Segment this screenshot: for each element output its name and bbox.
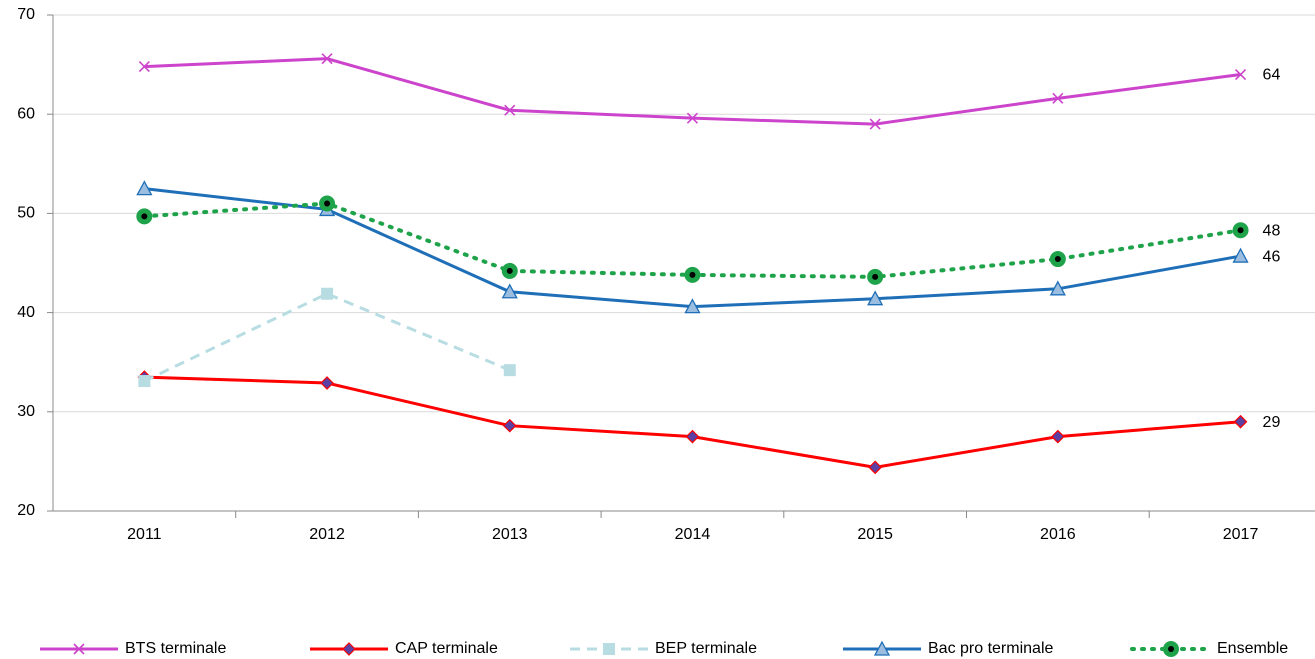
marker-dot <box>1168 646 1174 652</box>
marker <box>321 287 334 300</box>
data-label: 29 <box>1263 414 1281 431</box>
marker <box>1049 280 1066 296</box>
data-label: 48 <box>1263 222 1281 239</box>
marker <box>1049 251 1066 268</box>
marker <box>136 180 153 196</box>
series-line <box>144 375 1241 469</box>
legend-label: CAP terminale <box>395 640 498 657</box>
marker <box>873 640 891 656</box>
marker <box>869 118 881 130</box>
x-tick-label: 2015 <box>857 526 893 543</box>
marker <box>501 262 518 279</box>
series-line <box>143 292 511 383</box>
marker <box>502 418 517 433</box>
marker <box>136 208 153 225</box>
marker <box>504 104 516 116</box>
x-tick-label: 2014 <box>675 526 711 543</box>
marker <box>73 643 85 655</box>
marker <box>321 53 333 65</box>
marker <box>684 298 701 314</box>
marker <box>320 376 334 390</box>
x-tick-label: 2012 <box>309 526 345 543</box>
x-tick-label: 2017 <box>1223 526 1259 543</box>
marker <box>342 642 356 656</box>
x-tick-label: 2013 <box>492 526 528 543</box>
marker-dot <box>1237 227 1244 234</box>
y-tick-label: 60 <box>17 105 35 122</box>
marker <box>684 266 701 283</box>
marker <box>1051 429 1065 444</box>
marker <box>1234 68 1247 81</box>
marker <box>501 283 518 299</box>
marker-dot <box>324 200 331 207</box>
marker <box>1163 641 1179 657</box>
x-tick-label: 2016 <box>1040 526 1076 543</box>
marker <box>867 268 884 285</box>
series-line <box>142 201 1243 279</box>
marker-dot <box>141 213 148 220</box>
marker-dot <box>506 267 513 274</box>
marker <box>603 643 615 655</box>
y-tick-label: 20 <box>17 502 35 519</box>
marker <box>138 61 150 73</box>
legend-label: Ensemble <box>1217 640 1288 657</box>
series-line <box>144 187 1241 309</box>
marker <box>1232 222 1249 239</box>
y-tick-label: 30 <box>17 403 35 420</box>
marker <box>867 290 884 306</box>
x-tick-label: 2011 <box>127 526 162 543</box>
legend-label: Bac pro terminale <box>928 640 1053 657</box>
marker <box>319 195 336 212</box>
y-tick-label: 70 <box>17 6 35 23</box>
marker <box>503 364 516 377</box>
marker <box>686 112 699 124</box>
marker <box>868 460 882 475</box>
y-tick-label: 50 <box>17 205 35 222</box>
marker <box>685 429 700 444</box>
data-label: 46 <box>1263 248 1281 265</box>
marker-dot <box>1054 256 1061 263</box>
marker-dot <box>689 271 696 278</box>
data-label: 64 <box>1263 67 1281 84</box>
y-tick-label: 40 <box>17 304 35 321</box>
marker <box>1052 92 1064 104</box>
marker-dot <box>872 273 879 280</box>
legend-label: BTS terminale <box>125 640 226 657</box>
marker <box>1232 247 1249 263</box>
legend-label: BEP terminale <box>655 640 757 657</box>
marker <box>138 375 151 388</box>
marker <box>1233 414 1248 429</box>
